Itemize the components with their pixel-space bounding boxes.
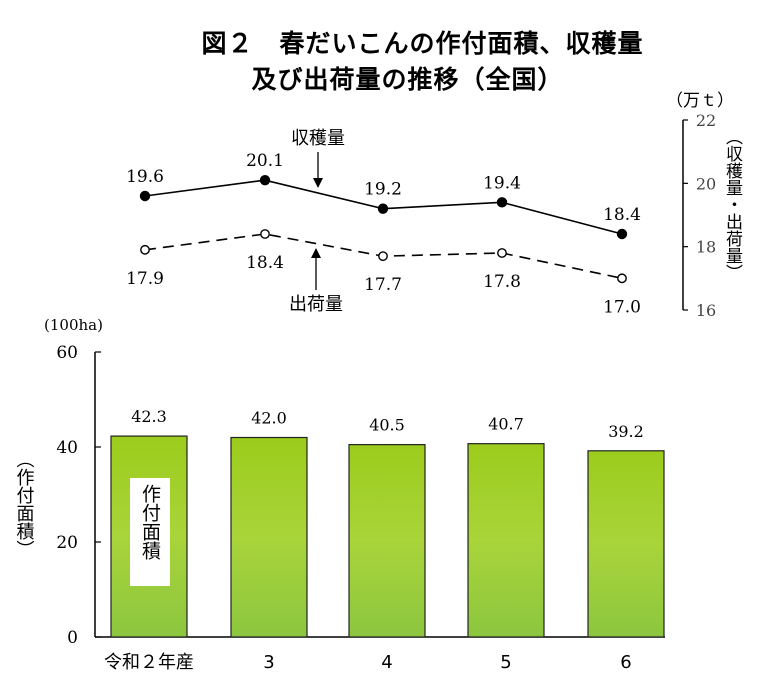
bar-y-axis-label: （作付面積） bbox=[14, 450, 35, 558]
shipment-data-label: 17.8 bbox=[483, 272, 521, 292]
chart-title-line2: 及び出荷量の推移（全国） bbox=[251, 65, 564, 94]
area-bar bbox=[348, 444, 426, 638]
bar-y-tick-label: 60 bbox=[56, 343, 78, 363]
harvest-data-label: 19.6 bbox=[126, 167, 164, 187]
harvest-point bbox=[616, 228, 628, 240]
line-y-axis-label: （収穫量・出荷量） bbox=[722, 128, 743, 281]
shipment-point bbox=[617, 273, 627, 284]
area-bar bbox=[587, 450, 665, 638]
bar-y-tick-label: 0 bbox=[67, 628, 78, 648]
bar-value-label: 42.3 bbox=[131, 407, 167, 426]
shipment-data-label: 17.0 bbox=[603, 297, 641, 317]
line-y-tick-label: 22 bbox=[696, 111, 716, 130]
line-y-tick-label: 18 bbox=[696, 238, 716, 257]
chart-title-line1: 図２ 春だいこんの作付面積、収穫量 bbox=[201, 29, 644, 58]
harvest-data-label: 19.2 bbox=[364, 180, 402, 200]
line-unit-label: （万ｔ） bbox=[666, 91, 734, 111]
shipment-data-label: 17.9 bbox=[126, 269, 164, 289]
harvest-point bbox=[259, 174, 271, 186]
area-bar bbox=[467, 443, 545, 638]
harvest-point bbox=[496, 197, 508, 208]
shipment-point bbox=[140, 244, 150, 255]
x-axis-labels: 令和２年産 3 4 5 6 bbox=[104, 652, 632, 673]
harvest-point bbox=[139, 190, 151, 202]
bar-value-label: 39.2 bbox=[608, 422, 644, 441]
shipment-point bbox=[260, 229, 270, 239]
bar-value-label: 42.0 bbox=[251, 409, 287, 428]
x-tick-label: 3 bbox=[263, 652, 274, 673]
area-bar bbox=[230, 436, 308, 638]
harvest-data-label: 20.1 bbox=[246, 151, 284, 171]
x-tick-label: 5 bbox=[500, 652, 511, 673]
arrow-harvest-head bbox=[313, 178, 323, 188]
shipment-point bbox=[497, 248, 507, 258]
harvest-point bbox=[377, 203, 389, 214]
line-y-tick-label: 16 bbox=[696, 301, 716, 320]
shipment-data-label: 18.4 bbox=[246, 253, 284, 273]
harvest-data-label: 19.4 bbox=[483, 173, 521, 193]
bar-series-group: 42.3 42.0 40.5 40.7 39.2 bbox=[110, 407, 665, 638]
bar-y-tick-label: 40 bbox=[56, 438, 78, 458]
line-y-ticks: 16 18 20 22 bbox=[683, 111, 716, 320]
bar-value-label: 40.5 bbox=[369, 416, 405, 435]
x-tick-label: 4 bbox=[381, 652, 392, 673]
x-tick-label: 6 bbox=[620, 652, 631, 673]
bar-series-label: 作付面積 bbox=[139, 484, 161, 560]
arrow-shipment-head bbox=[311, 248, 321, 258]
bar-y-tick-label: 20 bbox=[56, 533, 78, 553]
line-series-group: 19.6 20.1 19.2 19.4 18.4 17.9 18.4 17.7 17.8 17.0 bbox=[126, 151, 641, 317]
line-y-tick-label: 20 bbox=[696, 174, 716, 193]
area-bar bbox=[110, 435, 188, 638]
shipment-data-label: 17.7 bbox=[364, 275, 402, 295]
bar-y-ticks: 0 20 40 60 bbox=[56, 343, 101, 648]
bar-unit-label: (100ha) bbox=[44, 316, 103, 334]
series-label-harvest: 収穫量 bbox=[291, 128, 345, 149]
x-tick-label: 令和２年産 bbox=[104, 652, 194, 673]
series-label-shipment: 出荷量 bbox=[289, 294, 343, 315]
bar-label-box bbox=[130, 478, 170, 586]
harvest-data-label: 18.4 bbox=[603, 205, 641, 225]
bar-value-label: 40.7 bbox=[488, 415, 524, 434]
shipment-point bbox=[378, 251, 388, 262]
